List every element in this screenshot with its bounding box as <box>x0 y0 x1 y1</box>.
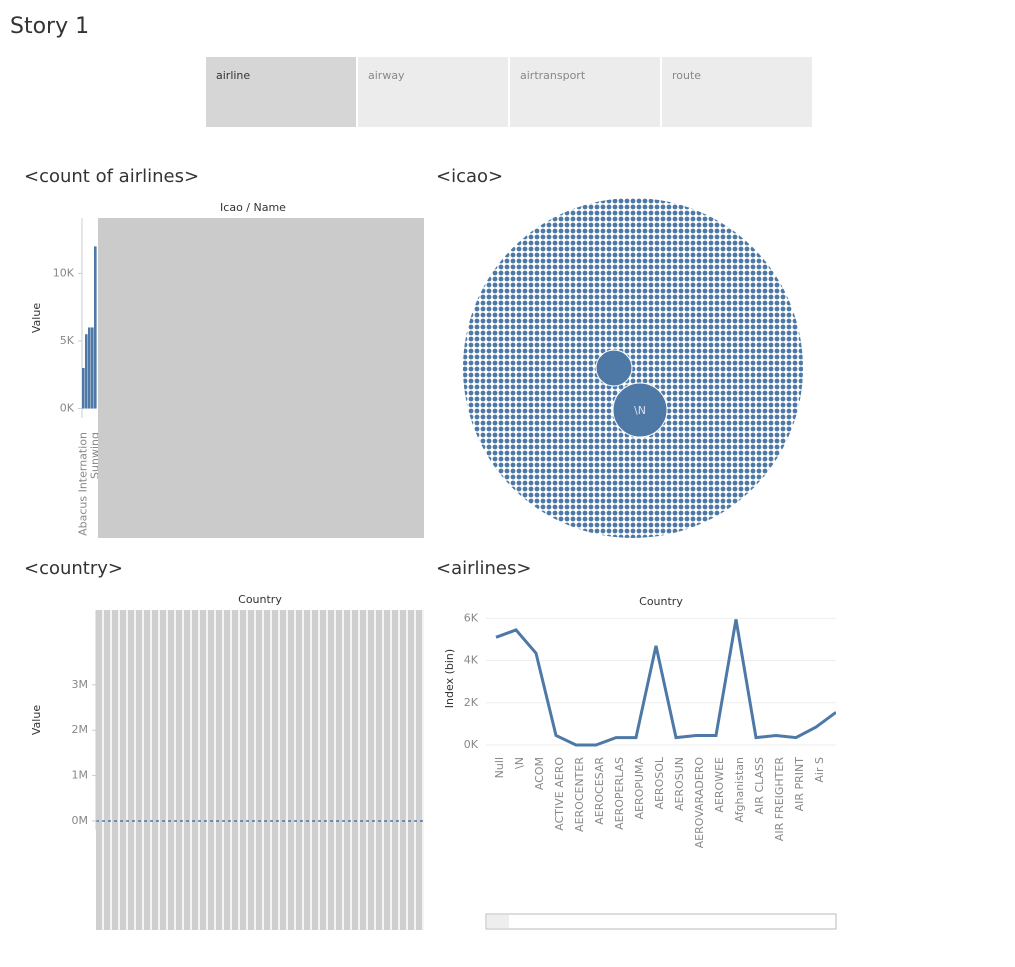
x-tick-label: ACOM <box>533 757 546 790</box>
x-tick-label: AIR CLASS <box>753 757 766 814</box>
x-tick-label: ACTIVE AERO <box>553 757 566 831</box>
panel-title: <country> <box>24 558 123 579</box>
panel-header: Icao / Name <box>220 201 286 214</box>
panel-title: <count of airlines> <box>24 166 199 187</box>
y-tick-label: 5K <box>60 334 75 347</box>
y-axis-label: Value <box>30 303 43 333</box>
x-tick-label: Abacus Internation <box>77 432 90 536</box>
bar <box>82 368 85 409</box>
tab[interactable] <box>662 57 812 127</box>
panel-header: Country <box>639 595 683 608</box>
y-axis-label: Index (bin) <box>443 649 456 708</box>
bubble-label: \N <box>634 404 646 417</box>
y-tick-label: 0M <box>72 814 89 827</box>
panel-title: <airlines> <box>436 558 531 579</box>
bubble <box>612 382 668 438</box>
y-tick-label: 2K <box>464 696 479 709</box>
bubble <box>595 349 633 387</box>
x-tick-label: Air S <box>813 757 826 783</box>
bar <box>85 334 88 409</box>
y-tick-label: 1M <box>72 769 89 782</box>
x-tick-label: AEROSOL <box>653 756 666 809</box>
story-title: Story 1 <box>10 14 89 39</box>
line <box>495 619 836 747</box>
x-tick-label: AEROCENTER <box>573 757 586 832</box>
bar <box>94 246 97 409</box>
scrollbar[interactable] <box>485 913 837 930</box>
x-tick-label: AEROVARADERO <box>693 757 706 849</box>
x-tick-label: AIR PRINT <box>793 757 806 812</box>
y-tick-label: 10K <box>53 266 75 279</box>
x-tick-label: AIR FREIGHTER <box>773 757 786 842</box>
y-axis-label: Value <box>30 705 43 735</box>
tab[interactable] <box>510 57 660 127</box>
tab-bar: airline airway airtransport route <box>206 57 812 127</box>
x-tick-label: AEROWEE <box>713 757 726 813</box>
panel-header: Country <box>238 593 282 606</box>
scroll-thumb[interactable] <box>487 915 509 928</box>
tab[interactable] <box>358 57 508 127</box>
x-tick-label: AEROPERLAS <box>613 757 626 830</box>
panel-title: <icao> <box>436 166 503 187</box>
bar <box>91 327 94 409</box>
y-tick-label: 0K <box>464 738 479 751</box>
tab-label[interactable]: airway <box>368 69 405 82</box>
tab-label[interactable]: airline <box>216 69 250 82</box>
y-tick-label: 3M <box>72 678 89 691</box>
y-tick-label: 2M <box>72 723 89 736</box>
tab-label[interactable]: route <box>672 69 701 82</box>
tab-label[interactable]: airtransport <box>520 69 586 82</box>
country-columns <box>96 610 424 930</box>
y-tick-label: 4K <box>464 654 479 667</box>
x-tick-label: AEROPUMA <box>633 757 646 820</box>
y-tick-label: 6K <box>464 611 479 624</box>
overlay <box>98 218 424 538</box>
x-tick-label: \N <box>513 757 526 769</box>
bar <box>88 327 91 409</box>
x-tick-label: Null <box>493 757 506 778</box>
x-tick-label: Afghanistan <box>733 757 746 823</box>
y-tick-label: 0K <box>60 402 75 415</box>
tab[interactable] <box>206 57 356 127</box>
x-tick-label: AEROSUN <box>673 757 686 811</box>
line-group <box>495 619 836 747</box>
bubble-cloud <box>463 198 803 538</box>
x-tick-label: AEROCESAR <box>593 757 606 825</box>
